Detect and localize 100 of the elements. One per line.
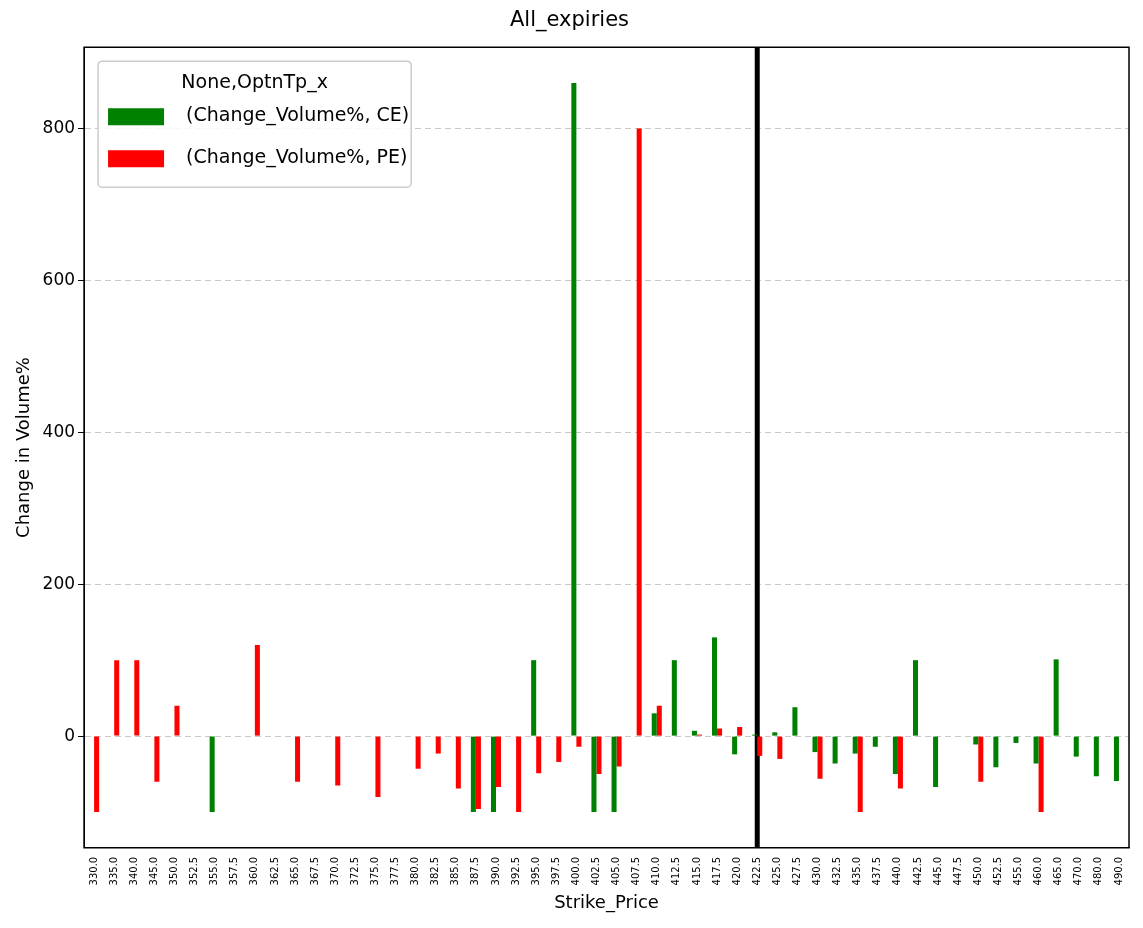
bar — [812, 736, 818, 753]
x-tick-label: 445.0 — [931, 856, 943, 886]
bar — [1038, 736, 1044, 813]
bar — [455, 736, 461, 789]
x-tick-label: 360.0 — [248, 856, 260, 886]
bar — [1093, 736, 1099, 777]
bar — [973, 736, 979, 745]
bar — [154, 736, 160, 782]
bar — [94, 736, 100, 813]
x-tick-label: 375.0 — [369, 856, 381, 886]
y-tick-label: 600 — [42, 268, 76, 289]
bar — [375, 736, 381, 797]
bar — [772, 732, 778, 736]
bar — [470, 736, 476, 813]
x-tick-label: 357.5 — [228, 856, 240, 886]
bar — [651, 713, 657, 736]
bar — [571, 82, 577, 736]
x-tick-label: 412.5 — [670, 856, 682, 886]
x-tick-label: 340.0 — [127, 856, 139, 886]
bar — [897, 736, 903, 789]
y-tick-label: 0 — [64, 724, 76, 745]
x-tick-label: 432.5 — [831, 856, 843, 886]
x-tick-label: 447.5 — [951, 856, 963, 886]
bar — [656, 705, 662, 736]
bar — [1073, 736, 1079, 757]
bar — [1013, 736, 1019, 743]
bar — [978, 736, 984, 782]
bar — [134, 660, 140, 736]
bar — [1033, 736, 1039, 764]
x-tick-label: 377.5 — [389, 856, 401, 886]
bar — [636, 128, 642, 736]
x-tick-label: 465.0 — [1052, 856, 1064, 886]
x-tick-label: 405.0 — [610, 856, 622, 886]
bar — [576, 736, 582, 747]
x-tick-label: 437.5 — [871, 856, 883, 886]
x-tick-label: 390.0 — [489, 856, 501, 886]
x-tick-label: 392.5 — [509, 856, 521, 886]
bar — [556, 736, 562, 762]
bar — [1113, 736, 1119, 781]
x-tick-label: 452.5 — [991, 856, 1003, 886]
x-tick-label: 352.5 — [188, 856, 200, 886]
bar — [531, 660, 537, 736]
bar — [475, 736, 481, 810]
x-tick-label: 415.0 — [690, 856, 702, 886]
bar — [852, 736, 858, 754]
x-tick-label: 470.0 — [1072, 856, 1084, 886]
legend-label: (Change_Volume%, PE) — [186, 145, 408, 169]
bar — [490, 736, 496, 813]
bar — [254, 644, 260, 736]
x-tick-label: 460.0 — [1032, 856, 1044, 886]
bar — [1053, 659, 1059, 736]
bar — [857, 736, 863, 813]
x-tick-label: 387.5 — [469, 856, 481, 886]
bar — [611, 736, 617, 813]
bar — [174, 705, 180, 736]
x-tick-label: 365.0 — [288, 856, 300, 886]
x-tick-label: 410.0 — [650, 856, 662, 886]
bar — [757, 736, 763, 756]
bar — [295, 736, 301, 782]
x-tick-label: 442.5 — [911, 856, 923, 886]
y-tick-label: 400 — [42, 420, 76, 441]
bar — [737, 727, 743, 736]
x-tick-label: 407.5 — [630, 856, 642, 886]
bar — [712, 637, 718, 736]
bar — [496, 736, 502, 788]
x-tick-label: 420.0 — [730, 856, 742, 886]
x-tick-label: 367.5 — [308, 856, 320, 886]
x-tick-label: 480.0 — [1092, 856, 1104, 886]
bar — [792, 707, 798, 736]
legend-label: (Change_Volume%, CE) — [186, 103, 410, 127]
bar — [616, 736, 622, 767]
chart-title: All_expiries — [509, 7, 630, 33]
bar — [536, 736, 542, 774]
bar — [435, 736, 441, 754]
bar — [777, 736, 783, 759]
x-tick-label: 400.0 — [569, 856, 581, 886]
x-tick-label: 370.0 — [328, 856, 340, 886]
x-tick-label: 422.5 — [750, 856, 762, 886]
bar — [415, 736, 421, 769]
x-tick-label: 380.0 — [409, 856, 421, 886]
y-tick-label: 200 — [42, 572, 76, 593]
bar — [872, 736, 878, 747]
x-tick-label: 362.5 — [268, 856, 280, 886]
bar — [933, 736, 939, 788]
x-tick-label: 385.0 — [449, 856, 461, 886]
bar — [596, 736, 602, 775]
x-tick-label: 430.0 — [811, 856, 823, 886]
bar — [335, 736, 341, 786]
bar — [591, 736, 597, 813]
x-axis-title: Strike_Price — [554, 890, 659, 913]
x-tick-label: 372.5 — [348, 856, 360, 886]
bar — [817, 736, 823, 779]
bar — [516, 736, 522, 813]
x-tick-label: 435.0 — [851, 856, 863, 886]
x-tick-label: 355.0 — [208, 856, 220, 886]
x-tick-label: 450.0 — [971, 856, 983, 886]
y-tick-label: 800 — [42, 116, 76, 137]
x-tick-label: 402.5 — [590, 856, 602, 886]
legend-title: None,OptnTp_x — [181, 70, 328, 94]
bar — [671, 660, 677, 736]
